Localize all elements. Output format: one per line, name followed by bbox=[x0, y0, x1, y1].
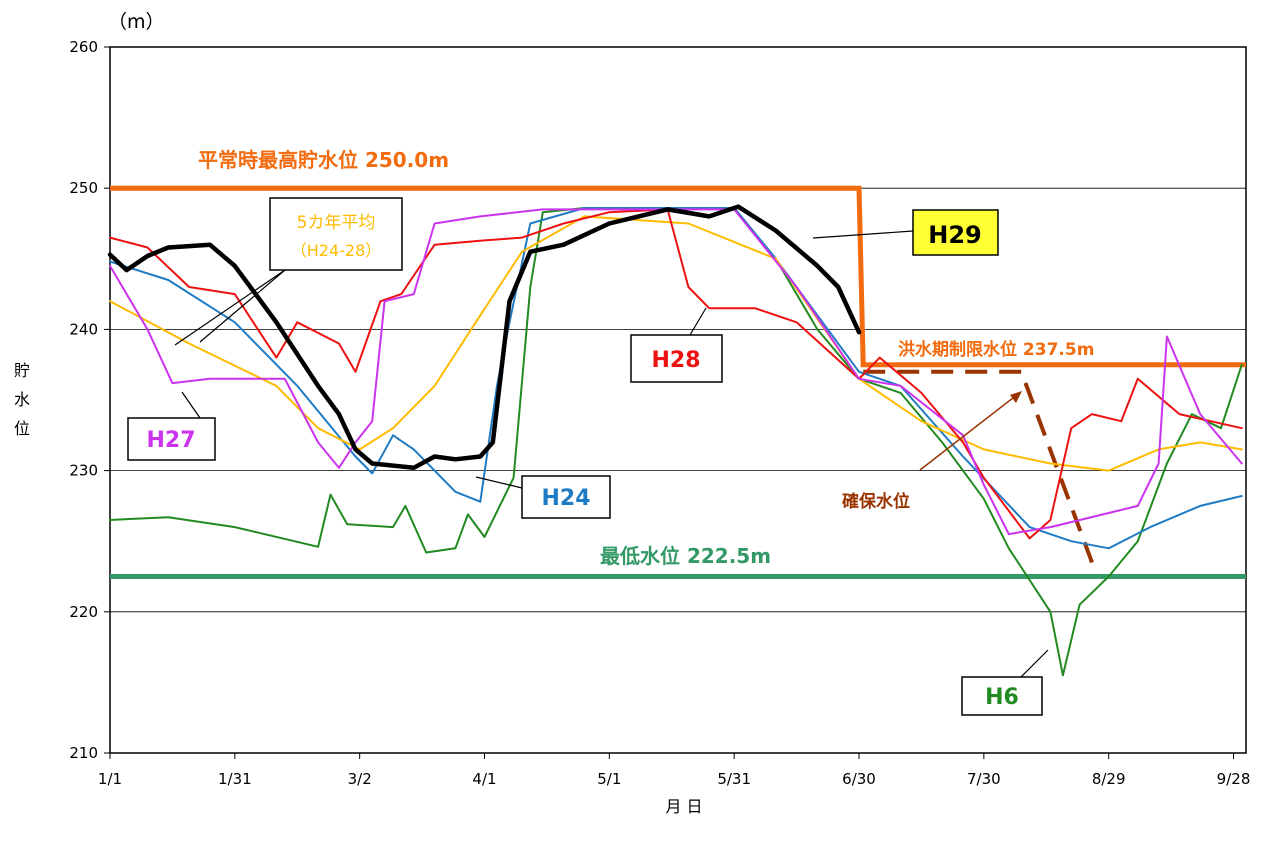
y-tick-label: 240 bbox=[69, 320, 98, 338]
x-axis-ticks: 1/1 1/31 3/2 4/1 5/1 5/31 6/30 7/30 8/29 9/28 bbox=[98, 753, 1250, 788]
series-lines bbox=[107, 204, 1243, 677]
x-tick-label: 7/30 bbox=[967, 770, 1001, 788]
reference-line bbox=[110, 185, 1246, 368]
x-tick-label: 6/30 bbox=[842, 770, 876, 788]
h27-leader bbox=[181, 391, 201, 419]
x-tick-label: 5/31 bbox=[717, 770, 751, 788]
min-level-label: 最低水位 222.5m bbox=[600, 544, 771, 568]
h28-callout-label: H28 bbox=[651, 348, 700, 373]
avg-callout-box bbox=[269, 197, 403, 271]
series-line-h29 bbox=[107, 204, 862, 471]
series-line-h27 bbox=[109, 208, 1243, 536]
h29-leader bbox=[812, 230, 914, 239]
secured-level-arrow bbox=[919, 393, 1019, 471]
h24-callout-label: H24 bbox=[541, 486, 590, 511]
y-axis-label: 貯 水 位 bbox=[14, 361, 35, 438]
h27-callout-label: H27 bbox=[146, 428, 195, 453]
h29-callout-box bbox=[912, 209, 999, 256]
x-tick-label: 1/31 bbox=[218, 770, 252, 788]
reference-line bbox=[863, 369, 1094, 564]
avg-leader-2 bbox=[199, 269, 286, 343]
max-level-label: 平常時最高貯水位 250.0m bbox=[198, 148, 449, 172]
y-axis-ticks: 210 220 230 240 250 260 bbox=[69, 38, 110, 762]
h28-leader bbox=[689, 307, 707, 336]
h27-callout-box bbox=[127, 417, 216, 461]
callout-leaders bbox=[174, 230, 1049, 685]
x-tick-label: 5/1 bbox=[597, 770, 621, 788]
series-line-avg bbox=[109, 215, 1243, 472]
secured-level-label: 確保水位 bbox=[842, 491, 910, 512]
h28-callout-box bbox=[630, 334, 723, 383]
y-tick-label: 210 bbox=[69, 744, 98, 762]
h24-leader bbox=[475, 476, 523, 489]
h6-callout-box bbox=[961, 676, 1043, 716]
x-tick-label: 9/28 bbox=[1217, 770, 1251, 788]
series-line-h24 bbox=[109, 207, 1243, 550]
avg-callout-line2: （H24-28） bbox=[291, 241, 382, 260]
y-tick-label: 230 bbox=[69, 462, 98, 480]
y-tick-label: 220 bbox=[69, 603, 98, 621]
x-tick-label: 3/2 bbox=[348, 770, 372, 788]
flood-limit-label: 洪水期制限水位 237.5m bbox=[898, 339, 1094, 360]
x-tick-label: 4/1 bbox=[472, 770, 496, 788]
reference-lines bbox=[110, 185, 1246, 579]
h6-callout-label: H6 bbox=[985, 685, 1019, 710]
avg-leader-1 bbox=[174, 269, 286, 346]
series-line-h28 bbox=[109, 208, 1243, 540]
h24-callout-box bbox=[521, 475, 611, 519]
avg-callout-line1: 5カ年平均 bbox=[297, 213, 376, 233]
x-tick-label: 8/29 bbox=[1092, 770, 1126, 788]
h29-callout-label: H29 bbox=[928, 221, 981, 249]
x-tick-label: 1/1 bbox=[98, 770, 122, 788]
y-tick-label: 260 bbox=[69, 38, 98, 56]
plot-area-frame bbox=[109, 46, 1247, 754]
y-unit-label: （m） bbox=[108, 11, 165, 33]
x-axis-label: 月 日 bbox=[665, 797, 702, 816]
secured-level-arrowhead bbox=[1010, 391, 1022, 403]
series-line-h6 bbox=[109, 207, 1243, 677]
y-tick-label: 250 bbox=[69, 179, 98, 197]
